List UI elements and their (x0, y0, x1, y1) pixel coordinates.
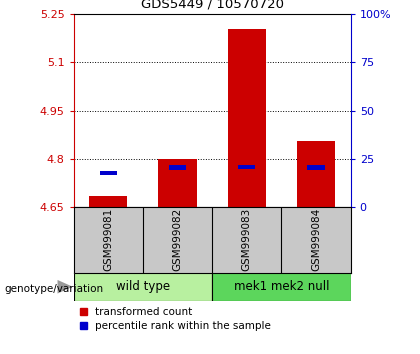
Text: mek1 mek2 null: mek1 mek2 null (234, 280, 329, 293)
Bar (238, 165, 255, 169)
Text: GSM999083: GSM999083 (242, 208, 252, 272)
Bar (89, 196, 127, 207)
Text: GSM999082: GSM999082 (173, 208, 182, 272)
Text: wild type: wild type (116, 280, 170, 293)
Bar (74, 273, 212, 301)
Bar (228, 29, 266, 207)
Text: GSM999084: GSM999084 (311, 208, 321, 272)
Bar (100, 171, 117, 176)
Text: GSM999081: GSM999081 (103, 208, 113, 272)
Legend: transformed count, percentile rank within the sample: transformed count, percentile rank withi… (76, 303, 276, 336)
Bar (297, 141, 335, 207)
Polygon shape (58, 280, 73, 293)
Bar (158, 159, 197, 207)
Bar (307, 165, 325, 170)
Text: genotype/variation: genotype/variation (4, 284, 103, 293)
Bar (212, 273, 351, 301)
Title: GDS5449 / 10570720: GDS5449 / 10570720 (141, 0, 284, 10)
Bar (169, 165, 186, 170)
